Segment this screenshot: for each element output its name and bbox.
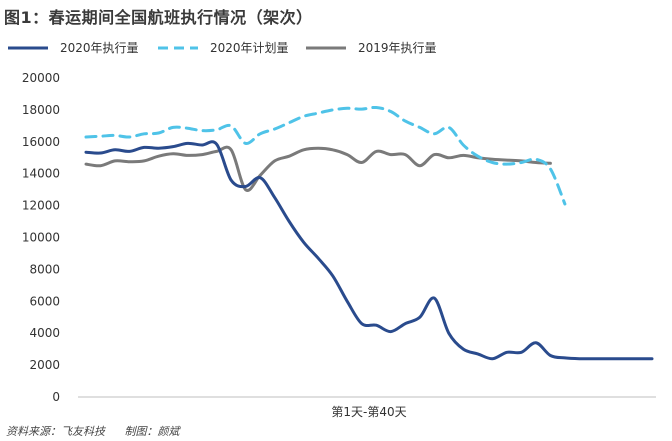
author-note: 制图：颜斌 bbox=[124, 425, 180, 438]
legend-label-2020-actual: 2020年执行量 bbox=[60, 41, 139, 55]
y-tick-label: 20000 bbox=[22, 71, 60, 85]
y-tick-label: 16000 bbox=[22, 135, 60, 149]
y-tick-label: 6000 bbox=[29, 294, 60, 308]
chart-title: 图1：春运期间全国航班执行情况（架次） bbox=[4, 8, 313, 27]
y-tick-label: 14000 bbox=[22, 167, 60, 181]
y-axis-ticks: 0 2000 4000 6000 8000 10000 12000 14000 16000 180… bbox=[22, 71, 60, 404]
legend-swatch-2020-actual bbox=[8, 46, 48, 50]
legend-swatch-2020-plan bbox=[158, 46, 198, 50]
series-line-2020-plan bbox=[84, 105, 567, 206]
legend-label-2020-plan: 2020年计划量 bbox=[210, 41, 289, 55]
y-tick-label: 0 bbox=[52, 390, 60, 404]
y-tick-label: 2000 bbox=[29, 358, 60, 372]
y-tick-label: 4000 bbox=[29, 326, 60, 340]
series-line-2020-actual bbox=[84, 140, 654, 361]
y-tick-label: 8000 bbox=[29, 262, 60, 276]
footer: 资料来源：飞友科技 制图：颜斌 bbox=[6, 423, 196, 439]
legend-label-2019-actual: 2019年执行量 bbox=[358, 41, 437, 55]
series-line-2019-actual bbox=[84, 145, 552, 192]
x-axis-label: 第1天-第40天 bbox=[331, 405, 406, 419]
y-tick-label: 12000 bbox=[22, 199, 60, 213]
series-lines bbox=[84, 105, 654, 361]
legend-swatch-2019-actual bbox=[306, 46, 346, 50]
y-tick-label: 10000 bbox=[22, 231, 60, 245]
source-note: 资料来源：飞友科技 bbox=[6, 425, 105, 438]
y-tick-label: 18000 bbox=[22, 103, 60, 117]
